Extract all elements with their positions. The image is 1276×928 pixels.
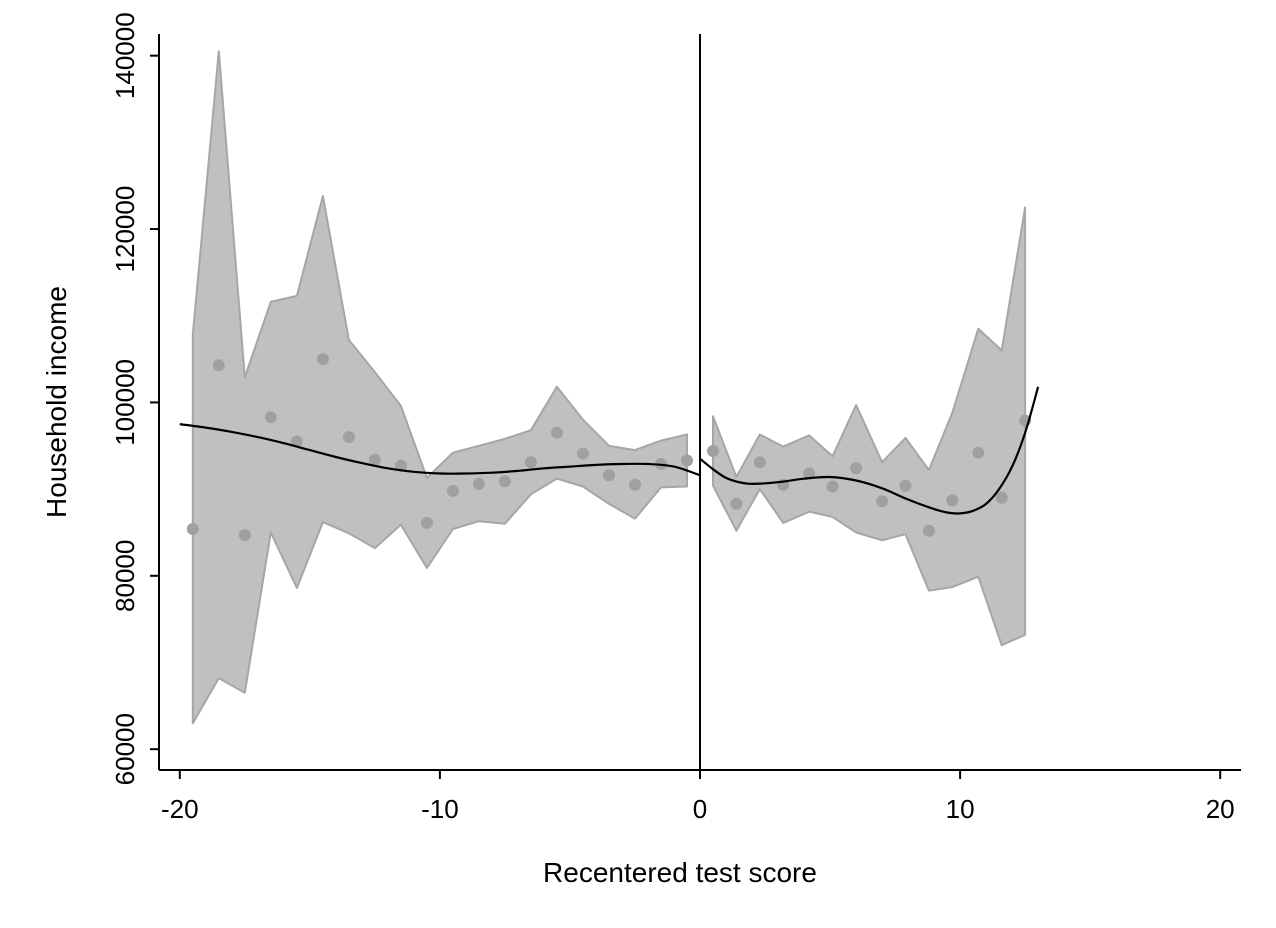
fit-line-left xyxy=(179,423,701,477)
bin-mean-point xyxy=(629,478,641,491)
x-tick-label: 0 xyxy=(693,794,707,824)
bin-mean-point xyxy=(826,480,839,493)
bin-mean-point xyxy=(730,497,743,510)
x-tick-label: -10 xyxy=(421,794,459,824)
bin-mean-point xyxy=(342,431,355,444)
x-axis-title: Recentered test score xyxy=(543,857,817,888)
x-tick-label: -20 xyxy=(161,794,199,824)
bin-mean-point xyxy=(899,479,912,492)
confidence-bands xyxy=(191,50,1027,725)
y-tick-label: 140000 xyxy=(110,12,140,99)
bin-mean-point xyxy=(238,529,251,542)
bin-mean-point xyxy=(290,435,303,448)
bin-mean-point xyxy=(577,447,589,460)
x-tick-label: 10 xyxy=(946,794,975,824)
bin-mean-point xyxy=(995,491,1008,504)
bin-mean-point xyxy=(524,456,537,469)
y-tick-label: 60000 xyxy=(110,713,140,785)
fit-line-right xyxy=(699,386,1040,515)
confidence-band-left xyxy=(191,50,688,725)
bin-mean-point xyxy=(446,484,459,497)
y-tick-label: 100000 xyxy=(110,359,140,446)
bin-mean-point xyxy=(498,475,511,488)
confidence-band-right xyxy=(712,206,1027,647)
bin-mean-point xyxy=(420,516,433,529)
bin-mean-point xyxy=(850,462,863,475)
bin-mean-point xyxy=(212,359,225,372)
y-axis-ticks: 60000 80000 100000 120000 140000 xyxy=(110,12,159,785)
bin-mean-point xyxy=(264,411,277,424)
bin-mean-point xyxy=(550,426,563,439)
bin-mean-point xyxy=(707,445,719,457)
bin-mean-point xyxy=(681,454,693,467)
fit-lines xyxy=(179,386,1040,515)
bin-mean-point xyxy=(186,523,199,535)
bin-mean-point xyxy=(316,353,329,366)
bin-mean-point xyxy=(922,524,935,537)
bin-mean-point xyxy=(876,495,889,508)
x-tick-label: 20 xyxy=(1206,794,1235,824)
y-axis-title: Household income xyxy=(41,286,72,518)
bin-mean-point xyxy=(368,453,381,466)
bin-mean-point xyxy=(753,456,766,469)
y-tick-label: 80000 xyxy=(110,540,140,612)
y-tick-label: 120000 xyxy=(110,186,140,273)
bin-mean-point xyxy=(972,446,985,459)
bin-mean-point xyxy=(803,467,816,480)
x-axis-ticks: -20 -10 0 10 20 xyxy=(161,770,1235,824)
bin-mean-point xyxy=(394,459,407,472)
bin-mean-point xyxy=(946,494,959,507)
bin-mean-point xyxy=(472,477,485,490)
bin-mean-point xyxy=(603,469,615,482)
